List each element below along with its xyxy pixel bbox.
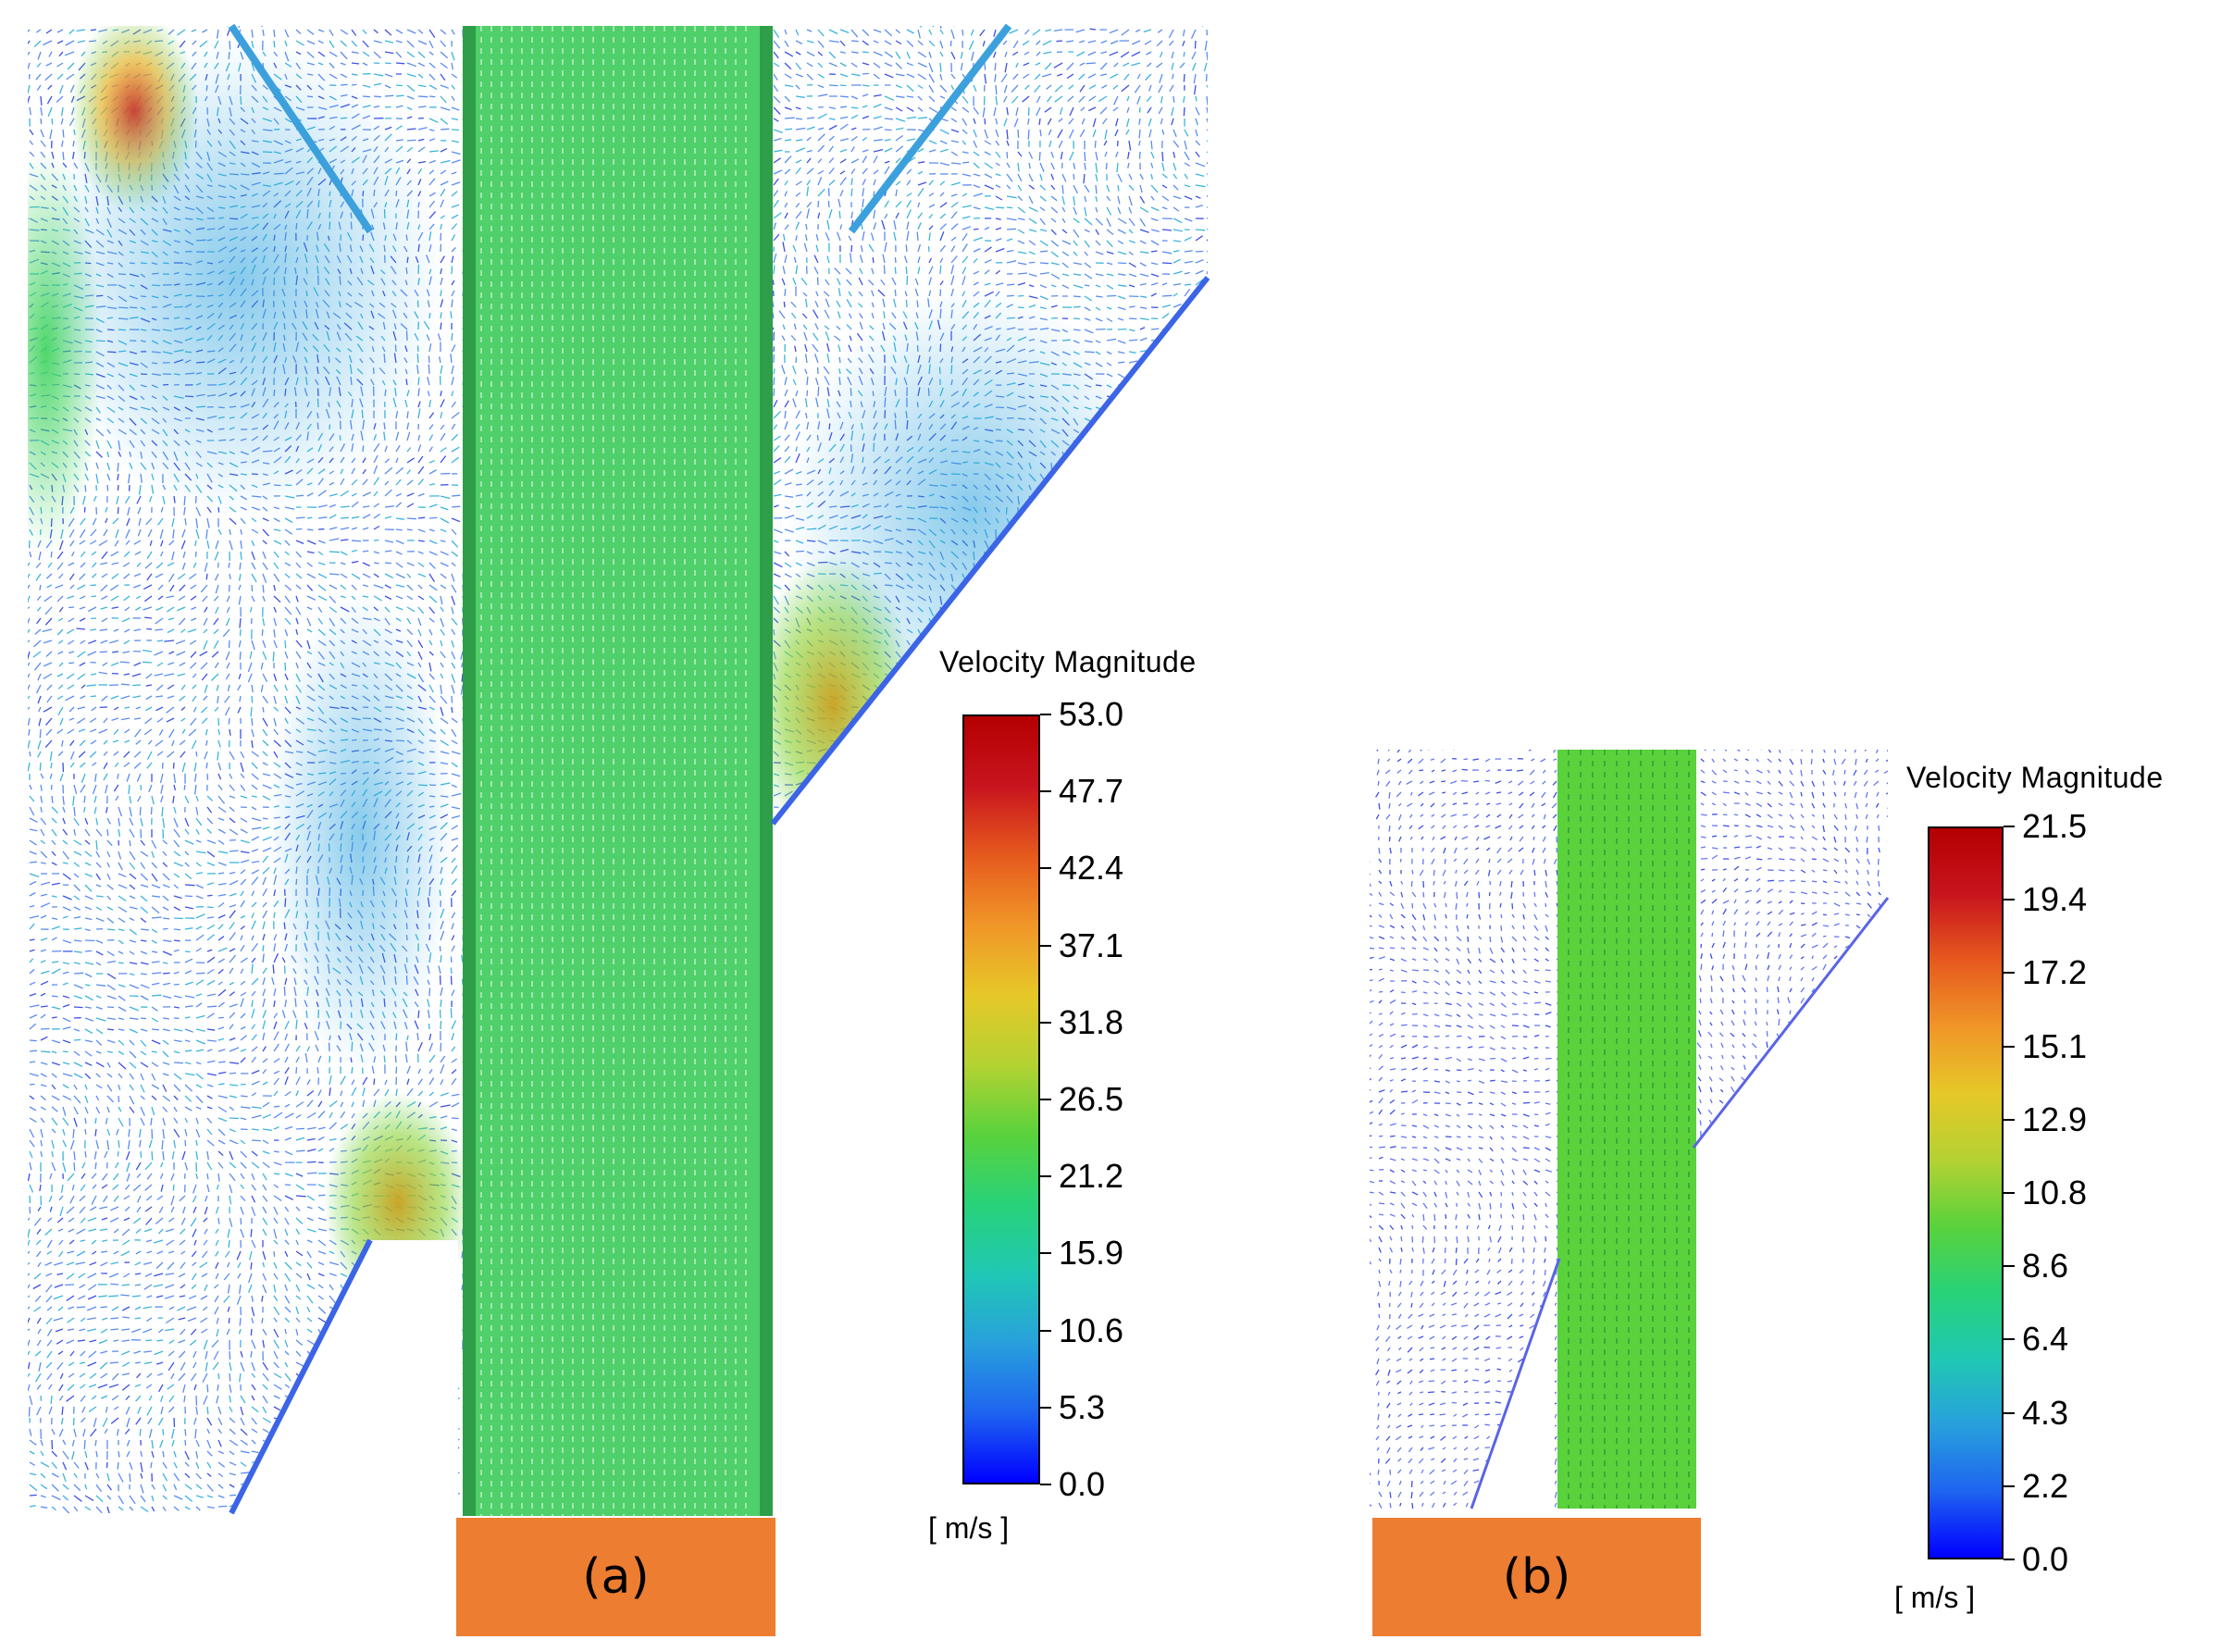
colorbar-tick-label: 5.3 xyxy=(1059,1387,1106,1426)
colorbar-tick-mark xyxy=(2004,1559,2015,1560)
vector-field-b xyxy=(1370,750,1890,1509)
colorbar-b xyxy=(1928,826,2004,1559)
panel-label-a: (a) xyxy=(456,1518,775,1636)
colorbar-tick-mark xyxy=(1040,714,1051,715)
colorbar-tick-mark xyxy=(2004,1192,2015,1194)
colorbar-tick-mark xyxy=(1040,867,1051,870)
colorbar-tick-label: 4.3 xyxy=(2022,1393,2069,1432)
panel-label-b: (b) xyxy=(1372,1518,1701,1636)
colorbar-tick-label: 42.4 xyxy=(1059,849,1124,888)
colorbar-tick-label: 0.0 xyxy=(2022,1540,2069,1578)
colorbar-tick-mark xyxy=(1040,1484,1051,1485)
colorbar-tick-label: 53.0 xyxy=(1059,695,1124,733)
colorbar-tick-mark xyxy=(1040,1175,1051,1178)
colorbar-tick-mark xyxy=(2004,899,2015,901)
colorbar-tick-mark xyxy=(1040,790,1051,793)
colorbar-tick-mark xyxy=(1040,1099,1051,1100)
colorbar-tick-mark xyxy=(2004,1338,2015,1341)
colorbar-a xyxy=(962,714,1040,1484)
colorbar-tick-label: 8.6 xyxy=(2022,1247,2069,1286)
colorbar-tick-mark xyxy=(2004,1045,2015,1048)
colorbar-tick-label: 15.1 xyxy=(2022,1026,2088,1065)
colorbar-tick-label: 6.4 xyxy=(2022,1320,2069,1359)
legend-unit-a: [ m/s ] xyxy=(928,1511,1010,1545)
colorbar-tick-mark xyxy=(1040,1021,1051,1024)
colorbar-tick-label: 2.2 xyxy=(2022,1466,2069,1505)
colorbar-tick-label: 10.8 xyxy=(2022,1174,2088,1211)
colorbar-tick-label: 21.2 xyxy=(1059,1157,1124,1196)
vector-field-a xyxy=(28,23,1210,1516)
colorbar-tick-mark xyxy=(2004,1484,2015,1487)
colorbar-tick-mark xyxy=(2004,972,2015,975)
legend-unit-b: [ m/s ] xyxy=(1894,1581,1976,1614)
colorbar-tick-mark xyxy=(2004,1118,2015,1121)
colorbar-tick-label: 31.8 xyxy=(1059,1002,1124,1041)
colorbar-tick-mark xyxy=(1040,1406,1051,1409)
colorbar-tick-label: 37.1 xyxy=(1059,925,1124,964)
colorbar-tick-label: 26.5 xyxy=(1059,1080,1124,1118)
colorbar-tick-label: 47.7 xyxy=(1059,772,1124,811)
legend-title-a: Velocity Magnitude xyxy=(939,645,1197,678)
colorbar-tick-label: 19.4 xyxy=(2022,880,2088,919)
colorbar-tick-label: 21.5 xyxy=(2022,807,2088,845)
colorbar-tick-mark xyxy=(1040,1329,1051,1332)
colorbar-tick-label: 12.9 xyxy=(2022,1099,2088,1138)
colorbar-tick-mark xyxy=(1040,944,1051,947)
colorbar-tick-mark xyxy=(2004,826,2015,827)
colorbar-tick-label: 0.0 xyxy=(1059,1465,1106,1503)
jet-lines-b xyxy=(1568,750,1690,1509)
colorbar-tick-mark xyxy=(2004,1265,2015,1268)
colorbar-tick-label: 17.2 xyxy=(2022,953,2088,992)
colorbar-tick-mark xyxy=(2004,1411,2015,1414)
colorbar-tick-mark xyxy=(1040,1252,1051,1255)
legend-title-b: Velocity Magnitude xyxy=(1906,761,2164,794)
jet-lines-a xyxy=(480,26,747,1516)
colorbar-tick-label: 15.9 xyxy=(1059,1234,1124,1273)
colorbar-tick-label: 10.6 xyxy=(1059,1310,1124,1349)
